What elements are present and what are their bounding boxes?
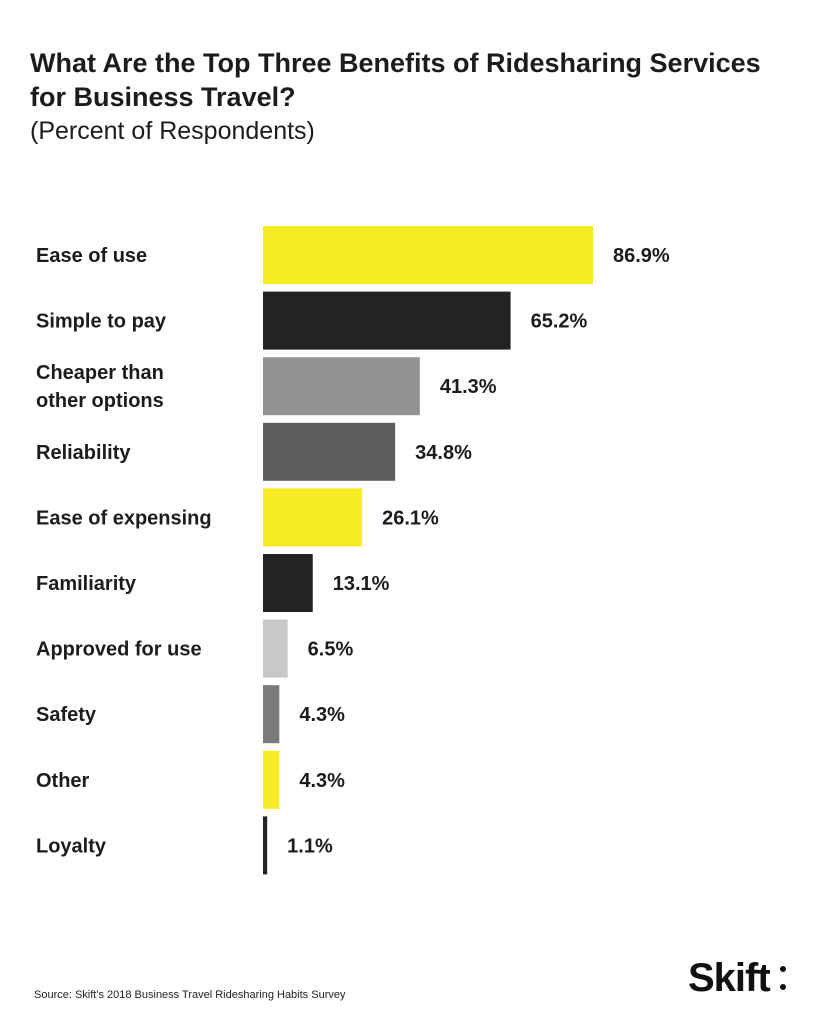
bar-3 (263, 422, 396, 481)
source-note: Source: Skift's 2018 Business Travel Rid… (34, 989, 346, 1001)
value-label-5: 13.1% (333, 573, 390, 595)
bar-2 (263, 357, 420, 416)
bar-0 (263, 226, 593, 284)
value-label-9: 1.1% (287, 835, 333, 857)
category-label-8: Other (36, 770, 90, 792)
value-label-3: 34.8% (415, 442, 472, 464)
chart-subtitle: (Percent of Respondents) (30, 117, 315, 145)
category-label-0: Ease of use (36, 245, 147, 267)
logo-dots-icon (780, 966, 788, 996)
bar-chart: Ease of use 86.9% Simple to pay 65.2% Cheape… (36, 226, 670, 875)
category-label-1: Simple to pay (36, 311, 167, 333)
skift-logo: Skift (688, 956, 771, 1000)
category-label-7: Safety (36, 704, 97, 726)
category-label-5: Familiarity (36, 573, 137, 595)
value-label-1: 65.2% (531, 311, 588, 333)
category-label-3: Reliability (36, 442, 131, 464)
bar-6 (263, 619, 288, 678)
bar-8 (263, 750, 280, 809)
category-label-6: Approved for use (36, 639, 202, 661)
category-label-4: Ease of expensing (36, 507, 212, 529)
value-label-0: 86.9% (613, 245, 670, 267)
bar-4 (263, 488, 363, 547)
category-label-9: Loyalty (36, 835, 107, 857)
value-label-2: 41.3% (440, 376, 497, 398)
value-label-4: 26.1% (382, 507, 439, 529)
bar-1 (263, 291, 511, 350)
value-label-6: 6.5% (308, 639, 354, 661)
value-label-7: 4.3% (299, 704, 345, 726)
bar-7 (263, 685, 280, 744)
bar-5 (263, 554, 313, 612)
bar-9 (263, 816, 268, 875)
value-label-8: 4.3% (299, 770, 345, 792)
category-label-2: Cheaper than other options (36, 362, 164, 412)
chart-title: What Are the Top Three Benefits of Rides… (30, 48, 761, 112)
